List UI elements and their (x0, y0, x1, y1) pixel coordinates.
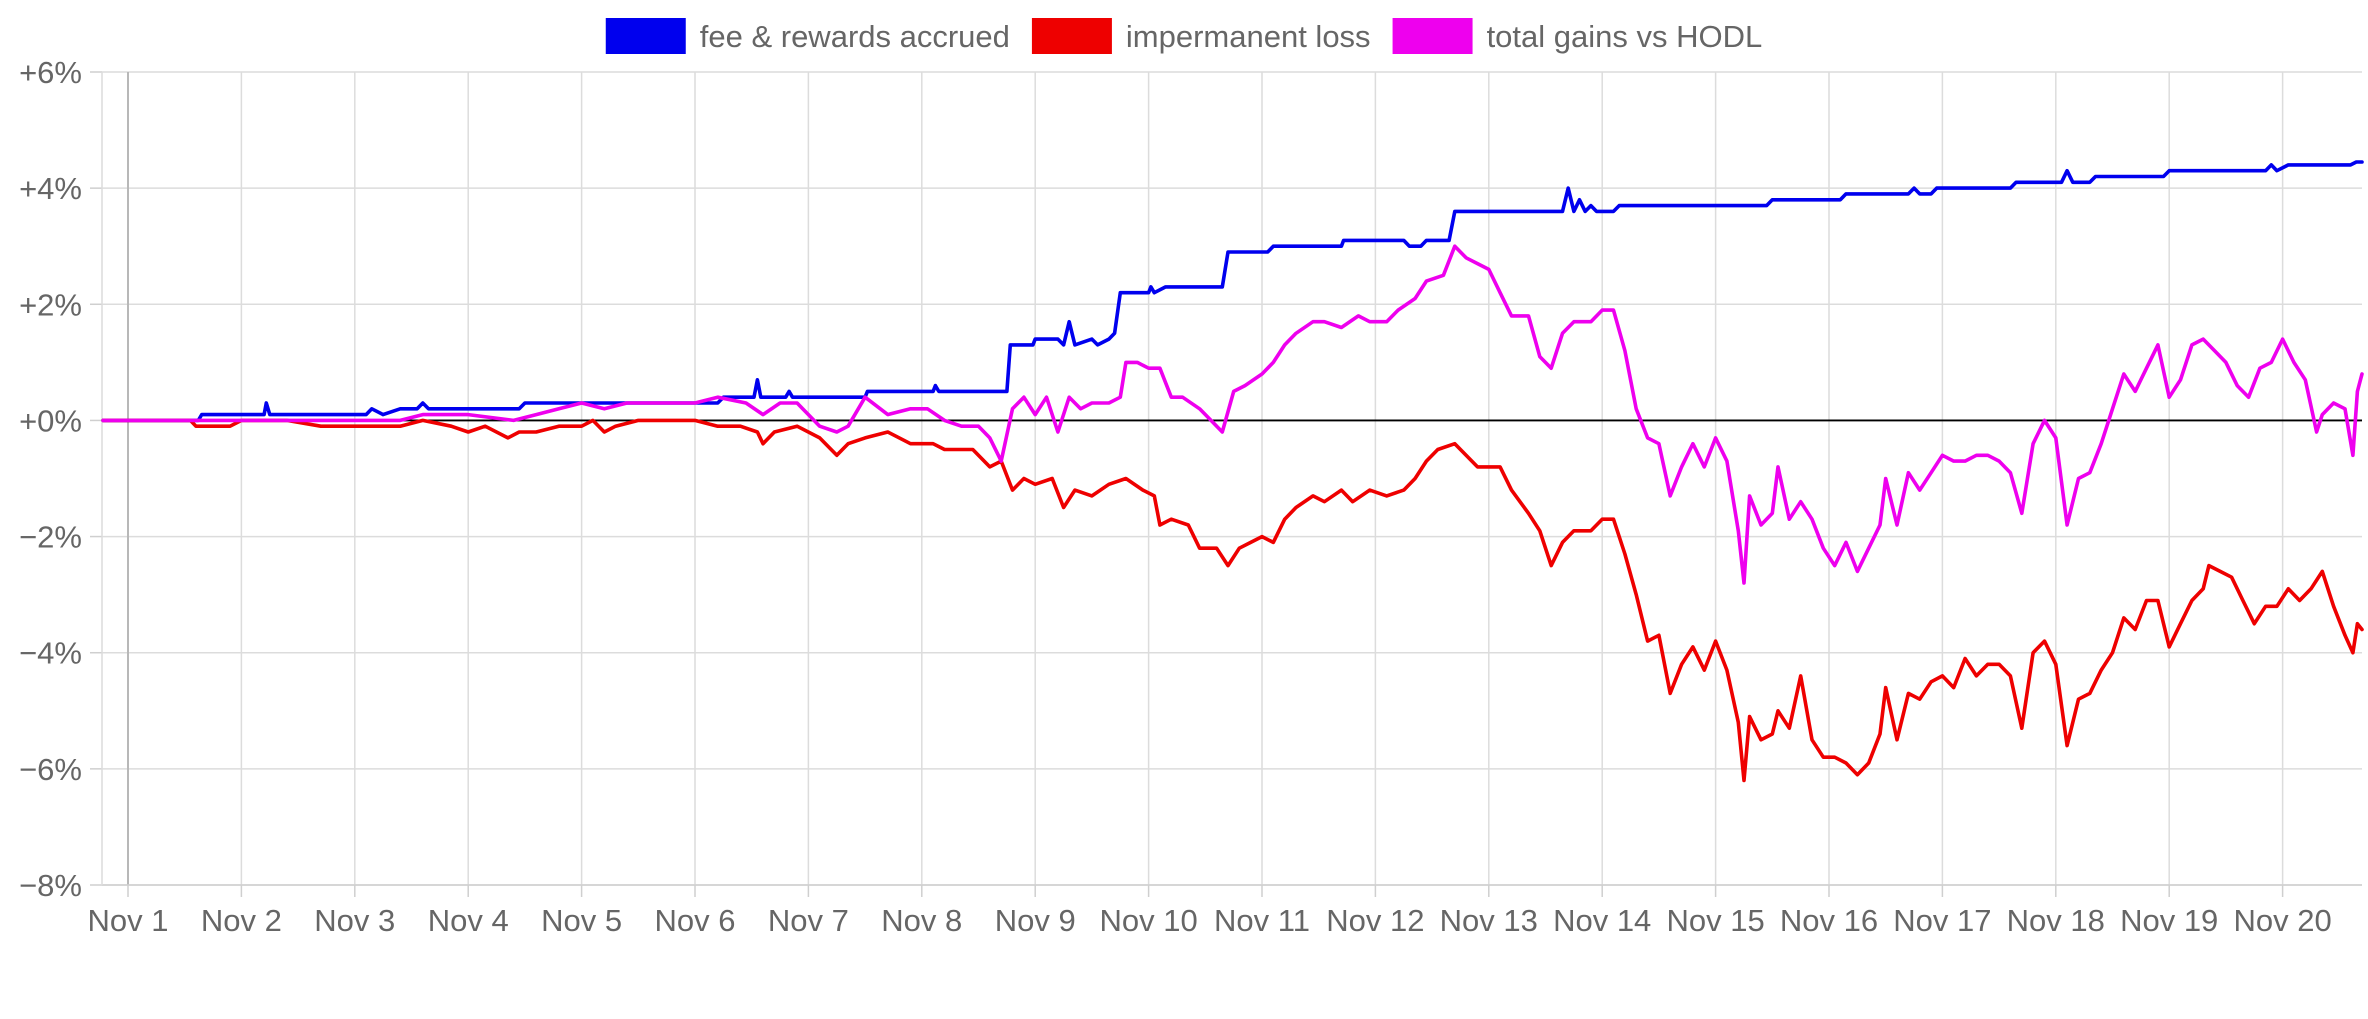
series-line-1 (101, 418, 2364, 783)
y-tick-label: +6% (19, 55, 82, 90)
x-tick-label: Nov 12 (1326, 903, 1424, 938)
x-tick-label: Nov 6 (655, 903, 736, 938)
x-tick-label: Nov 14 (1553, 903, 1651, 938)
x-tick-label: Nov 1 (88, 903, 169, 938)
series-line-0 (101, 160, 2364, 423)
legend[interactable]: fee & rewards accrued impermanent loss tot… (605, 18, 1763, 54)
x-tick-label: Nov 18 (2007, 903, 2105, 938)
x-tick-label: Nov 17 (1893, 903, 1991, 938)
legend-item-2[interactable]: total gains vs HODL (1392, 18, 1763, 54)
legend-swatch (1031, 18, 1112, 54)
grid (102, 71, 2362, 886)
legend-swatch (1392, 18, 1473, 54)
series-lines (101, 160, 2364, 783)
series-line-2 (101, 244, 2364, 585)
x-tick-label: Nov 20 (2233, 903, 2331, 938)
y-tick-label: −2% (19, 520, 82, 555)
y-tick-label: −8% (19, 868, 82, 903)
x-tick-label: Nov 2 (201, 903, 282, 938)
x-tick-label: Nov 4 (428, 903, 509, 938)
legend-label: impermanent loss (1126, 19, 1371, 54)
legend-label: total gains vs HODL (1487, 19, 1763, 54)
x-tick-label: Nov 13 (1440, 903, 1538, 938)
x-tick-label: Nov 8 (881, 903, 962, 938)
x-tick-label: Nov 7 (768, 903, 849, 938)
legend-item-0[interactable]: fee & rewards accrued (605, 18, 1010, 54)
y-tick-label: −6% (19, 752, 82, 787)
x-tick-label: Nov 19 (2120, 903, 2218, 938)
y-tick-label: +2% (19, 287, 82, 322)
x-tick-label: Nov 10 (1099, 903, 1197, 938)
legend-item-1[interactable]: impermanent loss (1031, 18, 1371, 54)
x-tick-label: Nov 11 (1214, 903, 1310, 938)
y-tick-label: −4% (19, 636, 82, 671)
y-tick-label: +4% (19, 171, 82, 206)
y-tick-label: +0% (19, 403, 82, 438)
x-tick-label: Nov 5 (541, 903, 622, 938)
x-tick-label: Nov 16 (1780, 903, 1878, 938)
legend-swatch (605, 18, 686, 54)
axes: +6% +4% +2% +0% −2% −4% −6% −8%Nov 1 Nov 2 Nov 3 N… (19, 55, 2362, 938)
x-tick-label: Nov 3 (314, 903, 395, 938)
x-tick-label: Nov 15 (1666, 903, 1764, 938)
x-tick-label: Nov 9 (995, 903, 1076, 938)
legend-label: fee & rewards accrued (700, 19, 1010, 54)
